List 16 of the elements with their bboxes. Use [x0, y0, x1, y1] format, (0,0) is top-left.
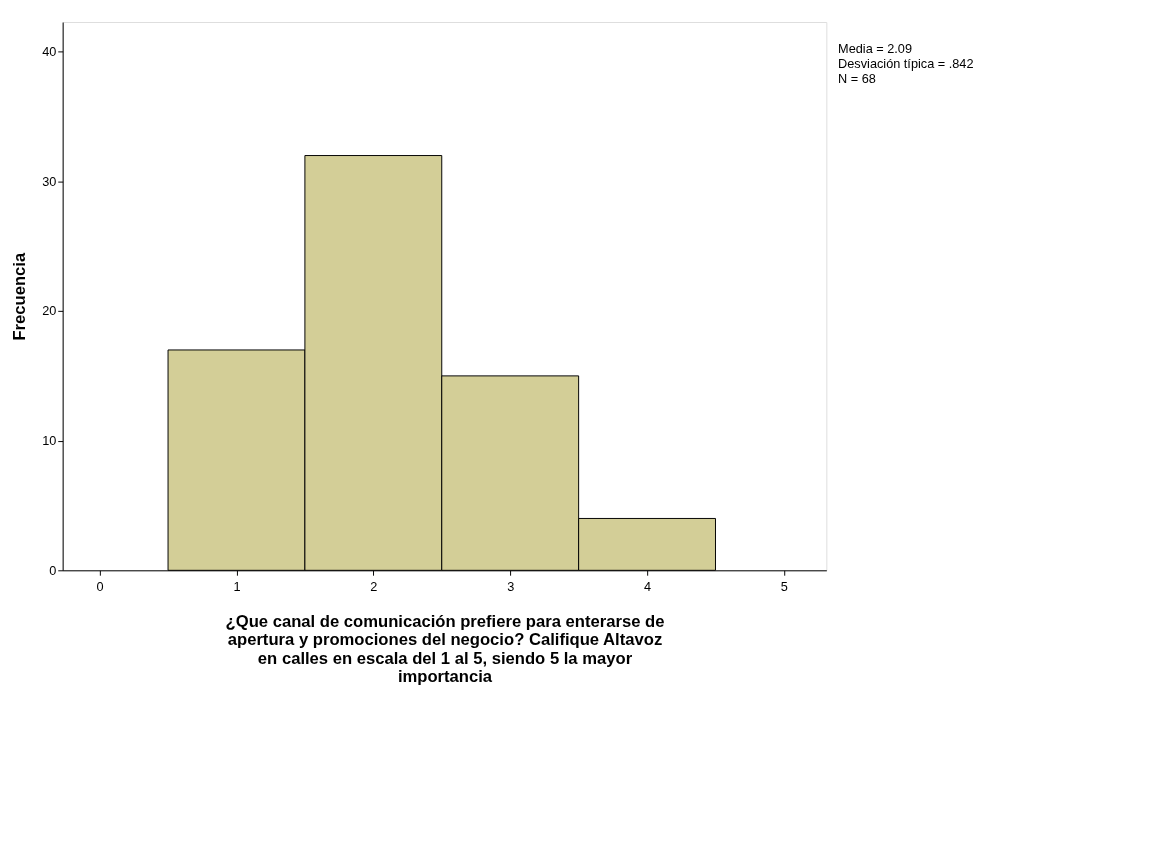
x-tick-label: 2 [370, 579, 378, 595]
y-axis-title: Frecuencia [9, 252, 29, 341]
y-tick-label: 20 [42, 303, 57, 319]
y-tick-label: 10 [42, 433, 57, 449]
x-tick-label: 5 [780, 579, 788, 595]
x-tick-label: 4 [644, 579, 652, 595]
text: N = 68 [838, 70, 876, 86]
x-axis-title: ¿Que canal de comunicación prefiere para enterarse de apertura y promociones del negocio? Califique Altavoz en calles en escala del 1 al 5, siendo 5 la mayor importancia [225, 611, 665, 687]
y-tick-label: 30 [42, 173, 57, 189]
y-tick-label: 40 [42, 44, 57, 60]
x-tick-label: 3 [507, 579, 515, 595]
x-tick-label: 0 [96, 579, 104, 595]
y-tick-label: 0 [49, 562, 57, 578]
x-tick-label: 1 [233, 579, 241, 595]
text: Media = 2.09 [838, 41, 912, 57]
text: Desviación típica = .842 [838, 56, 974, 72]
